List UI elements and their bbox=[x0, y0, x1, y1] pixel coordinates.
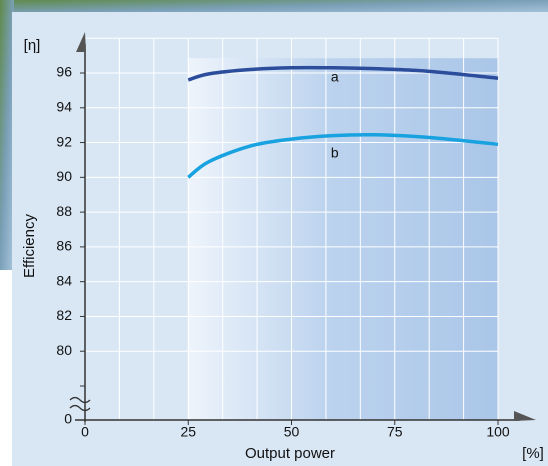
chart: [η] Efficiency Output power [%] 0 80 82 84 8… bbox=[0, 0, 548, 466]
y-tick-label: 84 bbox=[56, 272, 72, 288]
x-unit-label: [%] bbox=[522, 445, 544, 462]
y-tick-label: 82 bbox=[56, 307, 72, 323]
photo-strip bbox=[0, 0, 548, 14]
photo-strip bbox=[0, 0, 14, 270]
y-tick-label: 0 bbox=[64, 411, 72, 427]
x-tick-label: 100 bbox=[486, 424, 510, 440]
x-tick-label: 50 bbox=[284, 424, 300, 440]
y-tick-label: 96 bbox=[56, 64, 72, 80]
x-axis-title: Output power bbox=[245, 445, 335, 462]
shaded-region bbox=[188, 58, 498, 420]
y-tick-label: 86 bbox=[56, 238, 72, 254]
series-label: a bbox=[331, 68, 339, 84]
y-tick-label: 88 bbox=[56, 203, 72, 219]
y-tick-label: 94 bbox=[56, 98, 72, 114]
x-tick-label: 75 bbox=[387, 424, 403, 440]
y-tick-label: 80 bbox=[56, 342, 72, 358]
x-tick-label: 0 bbox=[81, 424, 89, 440]
y-axis-title: Efficiency bbox=[21, 214, 38, 278]
x-tick-label: 25 bbox=[180, 424, 196, 440]
y-tick-label: 90 bbox=[56, 168, 72, 184]
y-unit-label: [η] bbox=[24, 37, 41, 54]
y-tick-label: 92 bbox=[56, 133, 72, 149]
series-label: b bbox=[331, 144, 339, 160]
